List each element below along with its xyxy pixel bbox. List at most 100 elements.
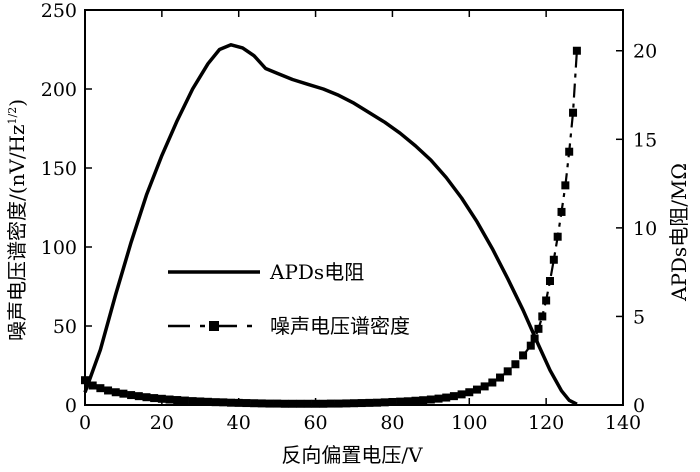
x-tick-label: 120 (528, 412, 564, 434)
y-right-tick-label: 15 (633, 129, 657, 151)
data-point-marker (396, 397, 405, 406)
data-point-marker (526, 341, 535, 350)
data-point-marker (250, 399, 259, 408)
data-point-marker (569, 108, 578, 117)
data-point-marker (165, 395, 174, 404)
y-left-title-sup: 1/2 (6, 107, 19, 125)
legend: APDs电阻 噪声电压谱密度 (168, 260, 410, 338)
data-point-marker (442, 393, 451, 402)
data-point-marker (472, 385, 481, 394)
data-point-marker (530, 334, 539, 343)
data-point-marker (542, 296, 551, 305)
y-right-tick-label: 20 (633, 41, 657, 63)
data-point-marker (519, 351, 528, 360)
x-tick-label: 80 (380, 412, 404, 434)
x-tick-label: 100 (451, 412, 487, 434)
series-line-dashed (84, 50, 578, 405)
data-point-marker (319, 399, 328, 408)
data-point-marker (426, 395, 435, 404)
data-point-marker (380, 398, 389, 407)
data-point-marker (373, 398, 382, 407)
data-point-marker (142, 393, 151, 402)
x-tick-label: 140 (605, 412, 641, 434)
x-axis-title: 反向偏置电压/V (281, 443, 423, 467)
series-2 (81, 46, 581, 408)
y-left-axis-title: 噪声电压谱密度/(nV/Hz1/2) (5, 99, 29, 341)
y-left-tick-label: 150 (41, 158, 77, 180)
data-point-marker (188, 397, 197, 406)
data-point-marker (545, 277, 554, 286)
series-layer (81, 43, 581, 408)
data-point-marker (457, 390, 466, 399)
data-point-marker (365, 398, 374, 407)
data-point-marker (342, 399, 351, 408)
data-point-marker (334, 399, 343, 408)
data-point-marker (273, 399, 282, 408)
data-point-marker (219, 398, 228, 407)
y-left-tick-label: 50 (53, 316, 77, 338)
data-point-marker (419, 396, 428, 405)
series-1 (83, 43, 578, 406)
data-point-marker (403, 397, 412, 406)
data-point-marker (96, 384, 105, 393)
data-point-marker (553, 232, 562, 241)
data-point-marker (157, 394, 166, 403)
data-point-marker (111, 388, 120, 397)
data-point-marker (434, 394, 443, 403)
data-point-marker (134, 392, 143, 401)
y-right-axis-title: APDs电阻/MΩ (667, 163, 691, 302)
y-left-title-close: ) (5, 99, 29, 107)
ticks: 0 20 40 60 80 100 120 1400501001502002500510152… (41, 0, 657, 434)
y-left-title-main: 噪声电压谱密度/(nV/Hz (5, 124, 29, 341)
data-point-marker (488, 378, 497, 387)
x-tick-label: 0 (79, 412, 91, 434)
data-point-marker (534, 324, 543, 333)
data-point-marker (203, 397, 212, 406)
data-point-marker (88, 381, 97, 390)
data-point-marker (357, 399, 366, 408)
legend-label-resistance: APDs电阻 (269, 260, 364, 284)
data-point-marker (280, 399, 289, 408)
data-point-marker (234, 398, 243, 407)
data-point-marker (127, 391, 136, 400)
y-right-tick-label: 10 (633, 218, 657, 240)
y-right-tick-label: 0 (633, 395, 645, 417)
data-point-marker (411, 396, 420, 405)
y-left-tick-label: 200 (41, 79, 77, 101)
data-point-marker (173, 396, 182, 405)
data-point-marker (557, 207, 566, 216)
data-point-marker (465, 388, 474, 397)
data-point-marker (350, 399, 358, 408)
data-point-marker (227, 398, 236, 407)
series-line-solid (83, 43, 578, 406)
data-point-marker (104, 386, 113, 395)
x-tick-label: 40 (227, 412, 251, 434)
data-point-marker (150, 394, 159, 403)
data-point-marker (196, 397, 205, 406)
y-right-tick-label: 5 (633, 306, 645, 328)
x-tick-label: 60 (303, 412, 327, 434)
data-point-marker (538, 312, 547, 321)
data-point-marker (180, 396, 189, 405)
legend-swatch-dash-square (168, 321, 260, 331)
data-point-marker (242, 399, 251, 408)
data-point-marker (496, 373, 505, 382)
data-point-marker (288, 399, 297, 408)
data-point-marker (388, 397, 397, 406)
y-left-tick-label: 0 (65, 395, 77, 417)
plot-frame (84, 9, 624, 406)
data-point-marker (572, 46, 581, 55)
data-point-marker (311, 399, 320, 408)
data-point-marker (265, 399, 274, 408)
data-point-marker (480, 382, 489, 391)
data-point-marker (211, 398, 220, 407)
x-tick-label: 20 (150, 412, 174, 434)
data-point-marker (561, 181, 570, 190)
y-left-tick-label: 100 (41, 237, 77, 259)
y-left-tick-label: 250 (41, 0, 77, 22)
legend-label-noise: 噪声电压谱密度 (270, 314, 410, 338)
data-point-marker (326, 399, 335, 408)
data-point-marker (257, 399, 266, 408)
axes (84, 9, 624, 406)
